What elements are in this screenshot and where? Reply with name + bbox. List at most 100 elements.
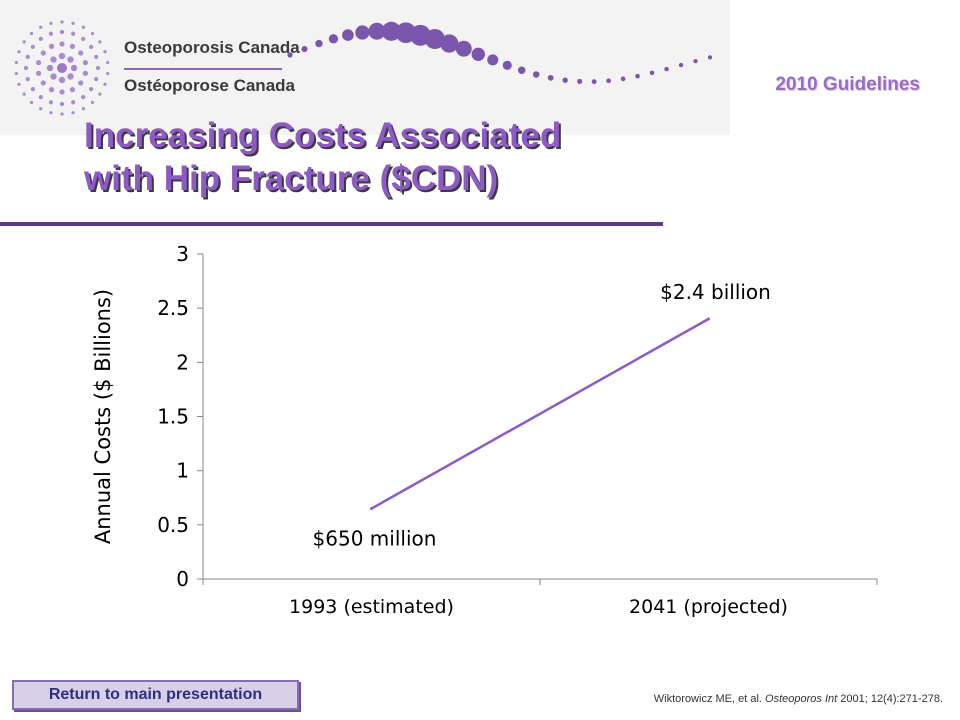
return-to-main-presentation-button[interactable]: Return to main presentation	[12, 680, 299, 710]
logo-dot	[67, 56, 74, 63]
header-band	[0, 0, 730, 135]
logo-name-french: Ostéoporose Canada	[124, 76, 295, 95]
logo-dot	[81, 25, 85, 29]
wave-dot	[502, 60, 512, 70]
logo-dot	[81, 95, 86, 100]
logo-dot	[71, 111, 75, 115]
logo-name-english: Osteoporosis Canada	[124, 38, 300, 57]
wave-dot	[355, 25, 370, 40]
logo-dot	[49, 111, 53, 115]
wave-dot	[315, 39, 323, 48]
logo-dot	[39, 25, 43, 29]
wave-dot	[517, 66, 526, 74]
logo-dot	[39, 107, 43, 111]
logo-dot	[50, 56, 57, 63]
wave-dot	[471, 47, 485, 61]
logo-dot	[106, 60, 110, 65]
logo-dot	[95, 65, 101, 71]
wave-dot	[649, 70, 655, 76]
logo-dot	[30, 44, 35, 49]
logo-dot	[40, 80, 46, 86]
wave-dot	[693, 58, 698, 64]
y-tick-label: 3	[176, 242, 189, 266]
hip-fracture-cost-chart: 0 0.5 1 1.5 2 2.5 3 1993 (estimated) 2041 (proje…	[91, 242, 878, 618]
wave-dot	[678, 62, 684, 68]
y-tick-label: 2.5	[157, 296, 189, 320]
logo-dot	[50, 73, 57, 80]
y-tick-label: 0.5	[157, 513, 189, 537]
wave-dot	[424, 28, 445, 50]
logo-dot	[71, 21, 75, 25]
logo-dot	[59, 29, 65, 35]
logo-dot	[67, 73, 74, 80]
y-tick-label: 0	[176, 567, 189, 591]
logo-divider	[124, 68, 282, 70]
logo-dot	[70, 64, 78, 72]
logo-dot	[89, 87, 94, 92]
data-label-2041: $2.4 billion	[660, 280, 771, 304]
logo-dot	[25, 54, 30, 59]
y-tick-label: 1	[176, 459, 189, 483]
y-tick-label: 2	[176, 350, 189, 374]
logo-dot	[82, 60, 88, 66]
citation-details: 2001; 12(4):271-278.	[837, 693, 943, 705]
logo-dot	[69, 87, 76, 93]
logo-dot	[90, 31, 95, 36]
logo-dot	[30, 87, 35, 92]
logo-dot	[94, 54, 99, 59]
data-label-1993: $650 million	[313, 527, 437, 551]
logo-dot	[22, 40, 26, 44]
logo-dot	[103, 50, 107, 54]
logo-dot	[60, 20, 64, 24]
wave-dot	[342, 29, 354, 41]
logo-dot	[14, 71, 18, 76]
logo-dot	[98, 40, 102, 44]
wave-dot	[547, 74, 554, 81]
logo-dot	[29, 100, 34, 105]
slide-title-line-2: with Hip Fracture ($CDN)	[84, 159, 499, 198]
logo-dot	[59, 89, 65, 95]
logo-dot	[17, 82, 21, 86]
logo-dot	[23, 65, 29, 71]
logo-dot	[36, 70, 42, 76]
logo-dot	[94, 77, 99, 82]
series-line	[370, 317, 710, 510]
logo-dot	[14, 60, 18, 65]
wave-dot	[455, 40, 472, 57]
logo-dot	[89, 44, 94, 49]
citation-authors: Wiktorowicz ME, et al.	[653, 693, 766, 705]
x-tick-label: 2041 (projected)	[629, 596, 788, 618]
logo-dot	[71, 31, 76, 36]
y-tick-label: 1.5	[157, 405, 189, 429]
wave-dot	[664, 66, 669, 72]
logo-dot	[22, 92, 26, 96]
logo-dot	[103, 82, 107, 86]
wave-dot	[591, 79, 597, 85]
logo-dot	[38, 36, 43, 41]
wave-dot	[440, 34, 459, 53]
wave-dot	[606, 78, 612, 84]
wave-dot	[577, 78, 583, 85]
logo-dot	[40, 50, 46, 56]
wave-dot	[301, 45, 308, 53]
y-axis-label: Annual Costs ($ Billions)	[91, 289, 115, 544]
logo-dot	[48, 43, 55, 49]
logo-dot	[81, 107, 85, 111]
logo-dot	[49, 21, 53, 25]
logo-dot	[90, 100, 95, 105]
logo-dot	[106, 71, 110, 76]
data-point	[707, 317, 710, 321]
logo-dot	[25, 77, 30, 82]
wave-dot	[487, 54, 499, 66]
logo-dot	[81, 36, 86, 41]
logo-dot	[78, 50, 84, 56]
wave-dot	[562, 77, 568, 83]
logo-dot	[48, 31, 53, 36]
wave-dot	[287, 52, 293, 58]
logo-dot	[36, 60, 42, 66]
logo-dot	[78, 80, 84, 86]
logo-dot	[98, 92, 102, 96]
wave-dot	[532, 71, 540, 78]
logo-dot	[69, 43, 76, 49]
citation: Wiktorowicz ME, et al. Osteoporos Int 20…	[654, 693, 943, 705]
